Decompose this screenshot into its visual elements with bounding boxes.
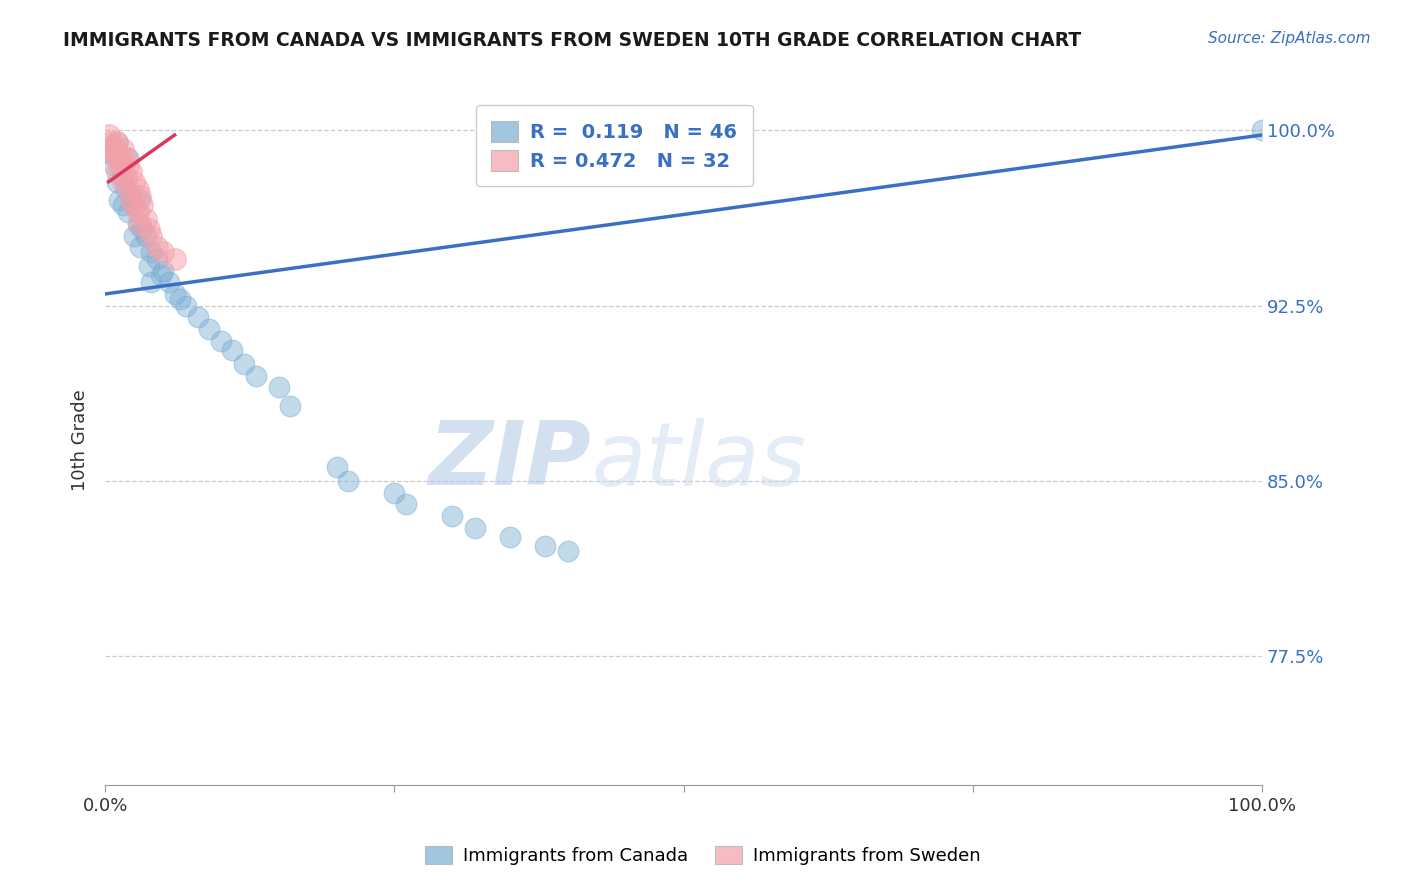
Point	[115, 170, 138, 185]
Point	[105, 165, 128, 179]
Text: IMMIGRANTS FROM CANADA VS IMMIGRANTS FROM SWEDEN 10TH GRADE CORRELATION CHART: IMMIGRANTS FROM CANADA VS IMMIGRANTS FRO…	[63, 31, 1081, 50]
Point	[187, 310, 209, 325]
Point	[115, 152, 138, 166]
Point	[141, 275, 163, 289]
Point	[97, 128, 120, 142]
Point	[1251, 123, 1274, 137]
Point	[117, 205, 139, 219]
Point	[138, 221, 160, 235]
Point	[127, 182, 149, 196]
Point	[146, 240, 169, 254]
Point	[499, 530, 522, 544]
Point	[120, 188, 142, 202]
Point	[141, 228, 163, 243]
Point	[135, 228, 157, 243]
Point	[129, 240, 152, 254]
Point	[146, 252, 169, 266]
Point	[464, 521, 486, 535]
Point	[152, 244, 174, 259]
Point	[149, 268, 172, 283]
Point	[337, 474, 360, 488]
Point	[169, 292, 191, 306]
Point	[163, 252, 186, 266]
Point	[105, 135, 128, 149]
Point	[122, 175, 145, 189]
Point	[100, 146, 122, 161]
Point	[131, 198, 153, 212]
Y-axis label: 10th Grade: 10th Grade	[72, 389, 89, 491]
Point	[117, 158, 139, 172]
Point	[152, 263, 174, 277]
Point	[129, 194, 152, 208]
Point	[163, 287, 186, 301]
Point	[245, 368, 267, 383]
Point	[198, 322, 221, 336]
Point	[103, 158, 125, 172]
Legend: R =  0.119   N = 46, R = 0.472   N = 32: R = 0.119 N = 46, R = 0.472 N = 32	[475, 105, 752, 186]
Point	[122, 198, 145, 212]
Point	[278, 399, 301, 413]
Point	[117, 182, 139, 196]
Point	[138, 259, 160, 273]
Point	[120, 165, 142, 179]
Text: ZIP: ZIP	[429, 417, 591, 504]
Point	[117, 152, 139, 166]
Point	[108, 194, 131, 208]
Point	[111, 175, 134, 189]
Point	[111, 158, 134, 172]
Point	[105, 152, 128, 166]
Point	[103, 142, 125, 156]
Point	[267, 380, 290, 394]
Point	[127, 205, 149, 219]
Point	[111, 198, 134, 212]
Point	[129, 217, 152, 231]
Point	[111, 170, 134, 185]
Point	[108, 146, 131, 161]
Legend: Immigrants from Canada, Immigrants from Sweden: Immigrants from Canada, Immigrants from …	[418, 839, 988, 872]
Point	[325, 459, 347, 474]
Point	[127, 217, 149, 231]
Point	[103, 146, 125, 161]
Point	[101, 139, 124, 153]
Point	[209, 334, 232, 348]
Point	[131, 221, 153, 235]
Point	[395, 497, 418, 511]
Point	[557, 544, 579, 558]
Point	[122, 198, 145, 212]
Point	[111, 142, 134, 156]
Point	[110, 158, 132, 172]
Point	[120, 194, 142, 208]
Point	[157, 275, 180, 289]
Point	[122, 228, 145, 243]
Text: atlas: atlas	[591, 417, 806, 504]
Point	[384, 485, 406, 500]
Point	[135, 212, 157, 227]
Point	[115, 182, 138, 196]
Point	[233, 357, 256, 371]
Point	[129, 188, 152, 202]
Point	[533, 540, 555, 554]
Point	[141, 244, 163, 259]
Point	[105, 175, 128, 189]
Text: Source: ZipAtlas.com: Source: ZipAtlas.com	[1208, 31, 1371, 46]
Point	[105, 135, 128, 149]
Point	[100, 135, 122, 149]
Point	[174, 299, 197, 313]
Point	[441, 508, 464, 523]
Point	[221, 343, 243, 357]
